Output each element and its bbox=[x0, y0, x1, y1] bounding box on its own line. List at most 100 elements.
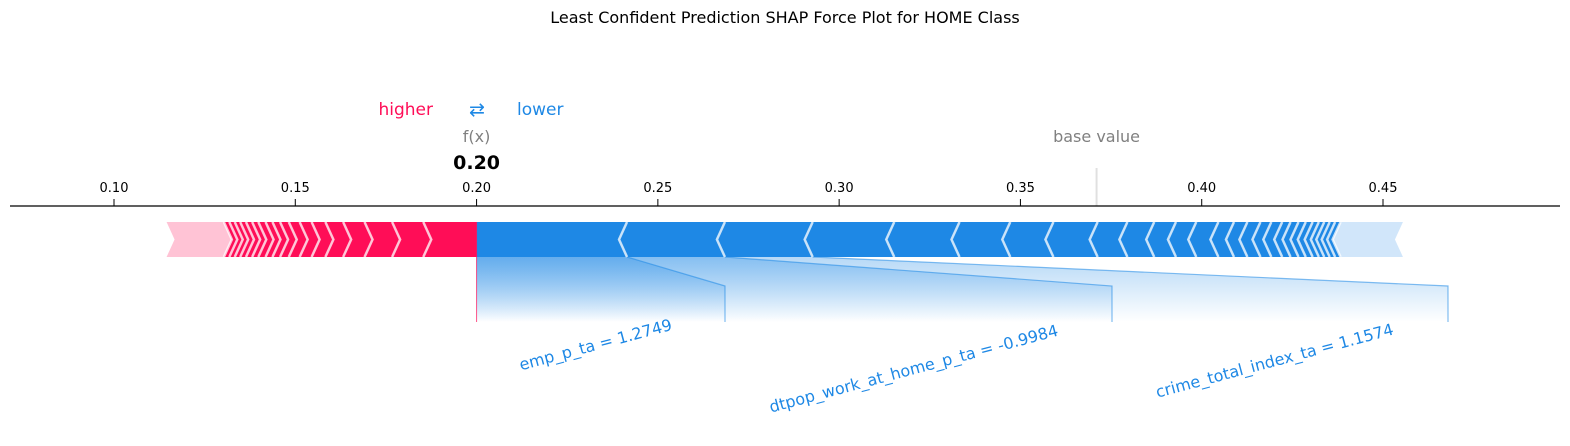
negative-feature-segment bbox=[1282, 222, 1299, 257]
negative-separator bbox=[884, 221, 896, 258]
feature-label: dtpop_work_at_home_p_ta = -0.9984 bbox=[767, 321, 1060, 418]
positive-feature-segment bbox=[392, 222, 432, 257]
negative-separator bbox=[1331, 221, 1342, 258]
negative-separator bbox=[1272, 221, 1284, 258]
negative-separator bbox=[803, 221, 814, 258]
positive-feature-segment bbox=[325, 222, 352, 257]
negative-separator bbox=[1088, 221, 1099, 258]
positive-feature-segment bbox=[234, 222, 249, 257]
fx-label: f(x) bbox=[463, 127, 491, 146]
negative-feature-segment bbox=[1167, 222, 1197, 257]
negative-feature-segment bbox=[1297, 222, 1313, 257]
negative-separator bbox=[1144, 221, 1156, 258]
positive-separator bbox=[287, 221, 299, 258]
negative-separator bbox=[1186, 221, 1198, 258]
negative-separator bbox=[1261, 221, 1273, 258]
x-tick-label: 0.40 bbox=[1187, 181, 1216, 196]
positive-feature-segment bbox=[272, 222, 289, 257]
negative-separator bbox=[1209, 221, 1220, 258]
negative-feature-segment bbox=[1002, 222, 1054, 257]
negative-feature-segment bbox=[1327, 222, 1341, 257]
negative-separator bbox=[1044, 221, 1055, 258]
negative-feature-segment bbox=[1146, 222, 1176, 257]
negative-feature-segment bbox=[619, 222, 725, 257]
positive-separator bbox=[251, 221, 262, 258]
positive-separator bbox=[310, 221, 321, 258]
negative-feature-segment bbox=[886, 222, 960, 257]
positive-feature-segment bbox=[258, 222, 274, 257]
x-tick-label: 0.25 bbox=[643, 181, 672, 196]
negative-separator bbox=[1000, 221, 1012, 258]
feature-connector bbox=[626, 256, 726, 322]
negative-separator bbox=[1281, 221, 1292, 258]
negative-separator bbox=[715, 221, 727, 258]
positive-feature-segment bbox=[265, 222, 281, 257]
output-value: 0.20 bbox=[453, 152, 500, 174]
positive-separator bbox=[257, 221, 268, 258]
negative-separator bbox=[1309, 221, 1320, 258]
negative-feature-segment bbox=[951, 222, 1011, 257]
x-tick-label: 0.10 bbox=[100, 181, 129, 196]
negative-separator bbox=[617, 221, 629, 258]
positive-feature-segment bbox=[245, 222, 261, 257]
positive-feature-segment bbox=[311, 222, 334, 257]
positive-separator bbox=[239, 221, 250, 258]
positive-separator bbox=[228, 221, 239, 258]
negative-feature-segment bbox=[1210, 222, 1234, 257]
positive-separator bbox=[222, 221, 234, 258]
negative-separator bbox=[1296, 221, 1307, 258]
x-tick-label: 0.20 bbox=[462, 181, 491, 196]
positive-separator bbox=[271, 221, 282, 258]
negative-feature-segment bbox=[1310, 222, 1325, 257]
negative-feature-segment bbox=[1089, 222, 1128, 257]
negative-feature-segment bbox=[1045, 222, 1098, 257]
negative-separator bbox=[1224, 221, 1236, 258]
positive-separator bbox=[278, 221, 290, 258]
positive-separator bbox=[390, 221, 402, 258]
negative-feature-segment bbox=[716, 222, 813, 257]
negative-separator bbox=[1238, 221, 1249, 258]
positive-feature-segment bbox=[252, 222, 267, 257]
positive-feature-segment bbox=[423, 222, 477, 257]
negative-separator bbox=[1251, 221, 1262, 258]
x-tick-label: 0.30 bbox=[825, 181, 854, 196]
negative-feature-segment bbox=[1321, 222, 1336, 257]
feature-shade bbox=[476, 257, 1449, 322]
negative-separator bbox=[950, 221, 961, 258]
legend-higher: higher bbox=[378, 100, 433, 120]
positive-separator bbox=[324, 221, 335, 258]
negative-feature-segment bbox=[1290, 222, 1306, 257]
positive-feature-segment bbox=[343, 222, 373, 257]
base-value-label: base value bbox=[1053, 127, 1140, 146]
legend-lower: lower bbox=[517, 100, 563, 120]
negative-feature-segment bbox=[1188, 222, 1219, 257]
positive-feature-segment bbox=[240, 222, 254, 257]
positive-feature-segment bbox=[364, 222, 401, 257]
negative-feature-segment bbox=[1332, 222, 1403, 257]
feature-label: emp_p_ta = 1.2749 bbox=[517, 315, 674, 375]
negative-separator bbox=[1166, 221, 1178, 258]
feature-connector bbox=[812, 256, 1449, 322]
negative-feature-segment bbox=[1119, 222, 1155, 257]
positive-separator bbox=[233, 221, 245, 258]
negative-separator bbox=[1289, 221, 1300, 258]
negative-separator bbox=[1325, 221, 1337, 258]
negative-separator bbox=[1314, 221, 1326, 258]
negative-feature-segment bbox=[804, 222, 895, 257]
x-tick-label: 0.15 bbox=[281, 181, 310, 196]
negative-separator bbox=[1320, 221, 1331, 258]
positive-separator bbox=[244, 221, 256, 258]
x-tick-label: 0.35 bbox=[1006, 181, 1035, 196]
positive-separator bbox=[264, 221, 275, 258]
negative-feature-segment bbox=[1304, 222, 1319, 257]
feature-connector bbox=[724, 256, 1113, 322]
positive-separator bbox=[422, 221, 433, 258]
negative-feature-segment bbox=[476, 222, 628, 257]
negative-separator bbox=[1118, 221, 1129, 258]
negative-feature-segment bbox=[1316, 222, 1330, 257]
feature-label: crime_total_index_ta = 1.1574 bbox=[1154, 320, 1396, 403]
legend-arrows-icon: ⇄ bbox=[469, 99, 485, 121]
positive-separator bbox=[342, 221, 353, 258]
positive-feature-segment bbox=[166, 222, 232, 257]
